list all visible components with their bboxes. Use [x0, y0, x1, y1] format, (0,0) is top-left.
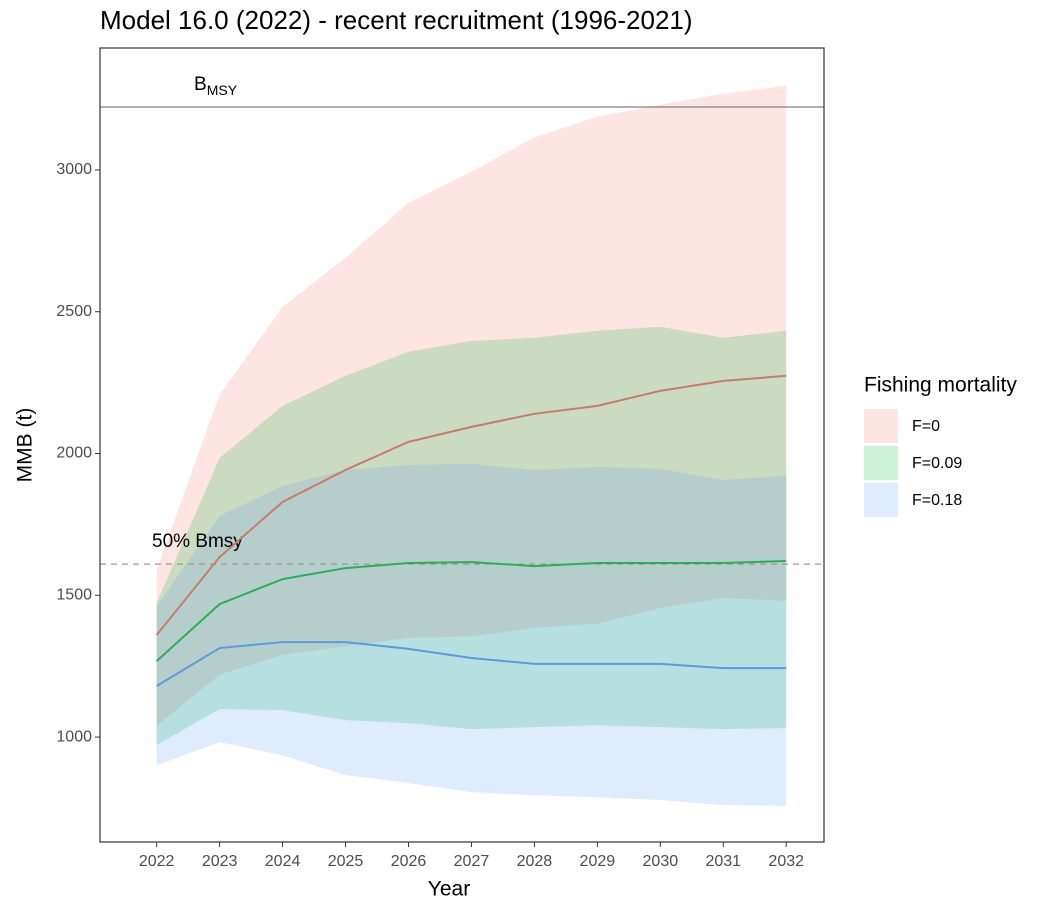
x-tick-label: 2025: [328, 853, 364, 870]
confidence-ribbon: [156, 85, 787, 726]
x-tick-label: 2032: [768, 853, 804, 870]
legend-key-bg: [864, 409, 898, 443]
median-line: [155, 559, 787, 662]
x-tick-label: 2029: [580, 853, 616, 870]
y-axis-label: MMB (t): [14, 408, 37, 483]
chart-title: Model 16.0 (2022) - recent recruitment (…: [100, 5, 693, 35]
y-tick-label: 1500: [56, 587, 92, 604]
reference-label: BMSY: [194, 74, 238, 98]
confidence-ribbon: [156, 463, 787, 806]
x-tick-label: 2027: [454, 853, 490, 870]
x-axis-label: Year: [428, 878, 470, 901]
reference-label: 50% Bmsy: [152, 531, 243, 552]
y-tick-label: 1000: [56, 728, 92, 745]
legend-key: [864, 409, 898, 443]
x-tick-label: 2031: [705, 853, 741, 870]
x-tick-label: 2030: [643, 853, 679, 870]
y-tick-label: 3000: [56, 161, 92, 178]
median-line: [155, 374, 787, 636]
y-tick-label: 2000: [56, 445, 92, 462]
y-tick-label: 2500: [56, 303, 92, 320]
legend-label: F=0: [912, 418, 940, 435]
legend-key: [864, 446, 898, 480]
x-tick-label: 2026: [391, 853, 427, 870]
reference-label-text: B: [194, 74, 207, 95]
x-tick-label: 2028: [517, 853, 553, 870]
panel-border: [99, 47, 825, 843]
x-tick-label: 2022: [139, 853, 175, 870]
legend-title: Fishing mortality: [864, 374, 1017, 397]
x-tick-label: 2024: [265, 853, 301, 870]
confidence-ribbon: [156, 326, 787, 746]
legend-key-bg: [864, 483, 898, 517]
legend-label: F=0.09: [912, 455, 962, 472]
median-line: [156, 641, 787, 687]
reference-label-text: 50% Bmsy: [152, 531, 243, 552]
legend-label: F=0.18: [912, 492, 962, 509]
legend-key: [864, 483, 898, 517]
x-tick-label: 2023: [202, 853, 238, 870]
reference-label-sub: MSY: [207, 82, 238, 98]
legend-key-bg: [864, 446, 898, 480]
